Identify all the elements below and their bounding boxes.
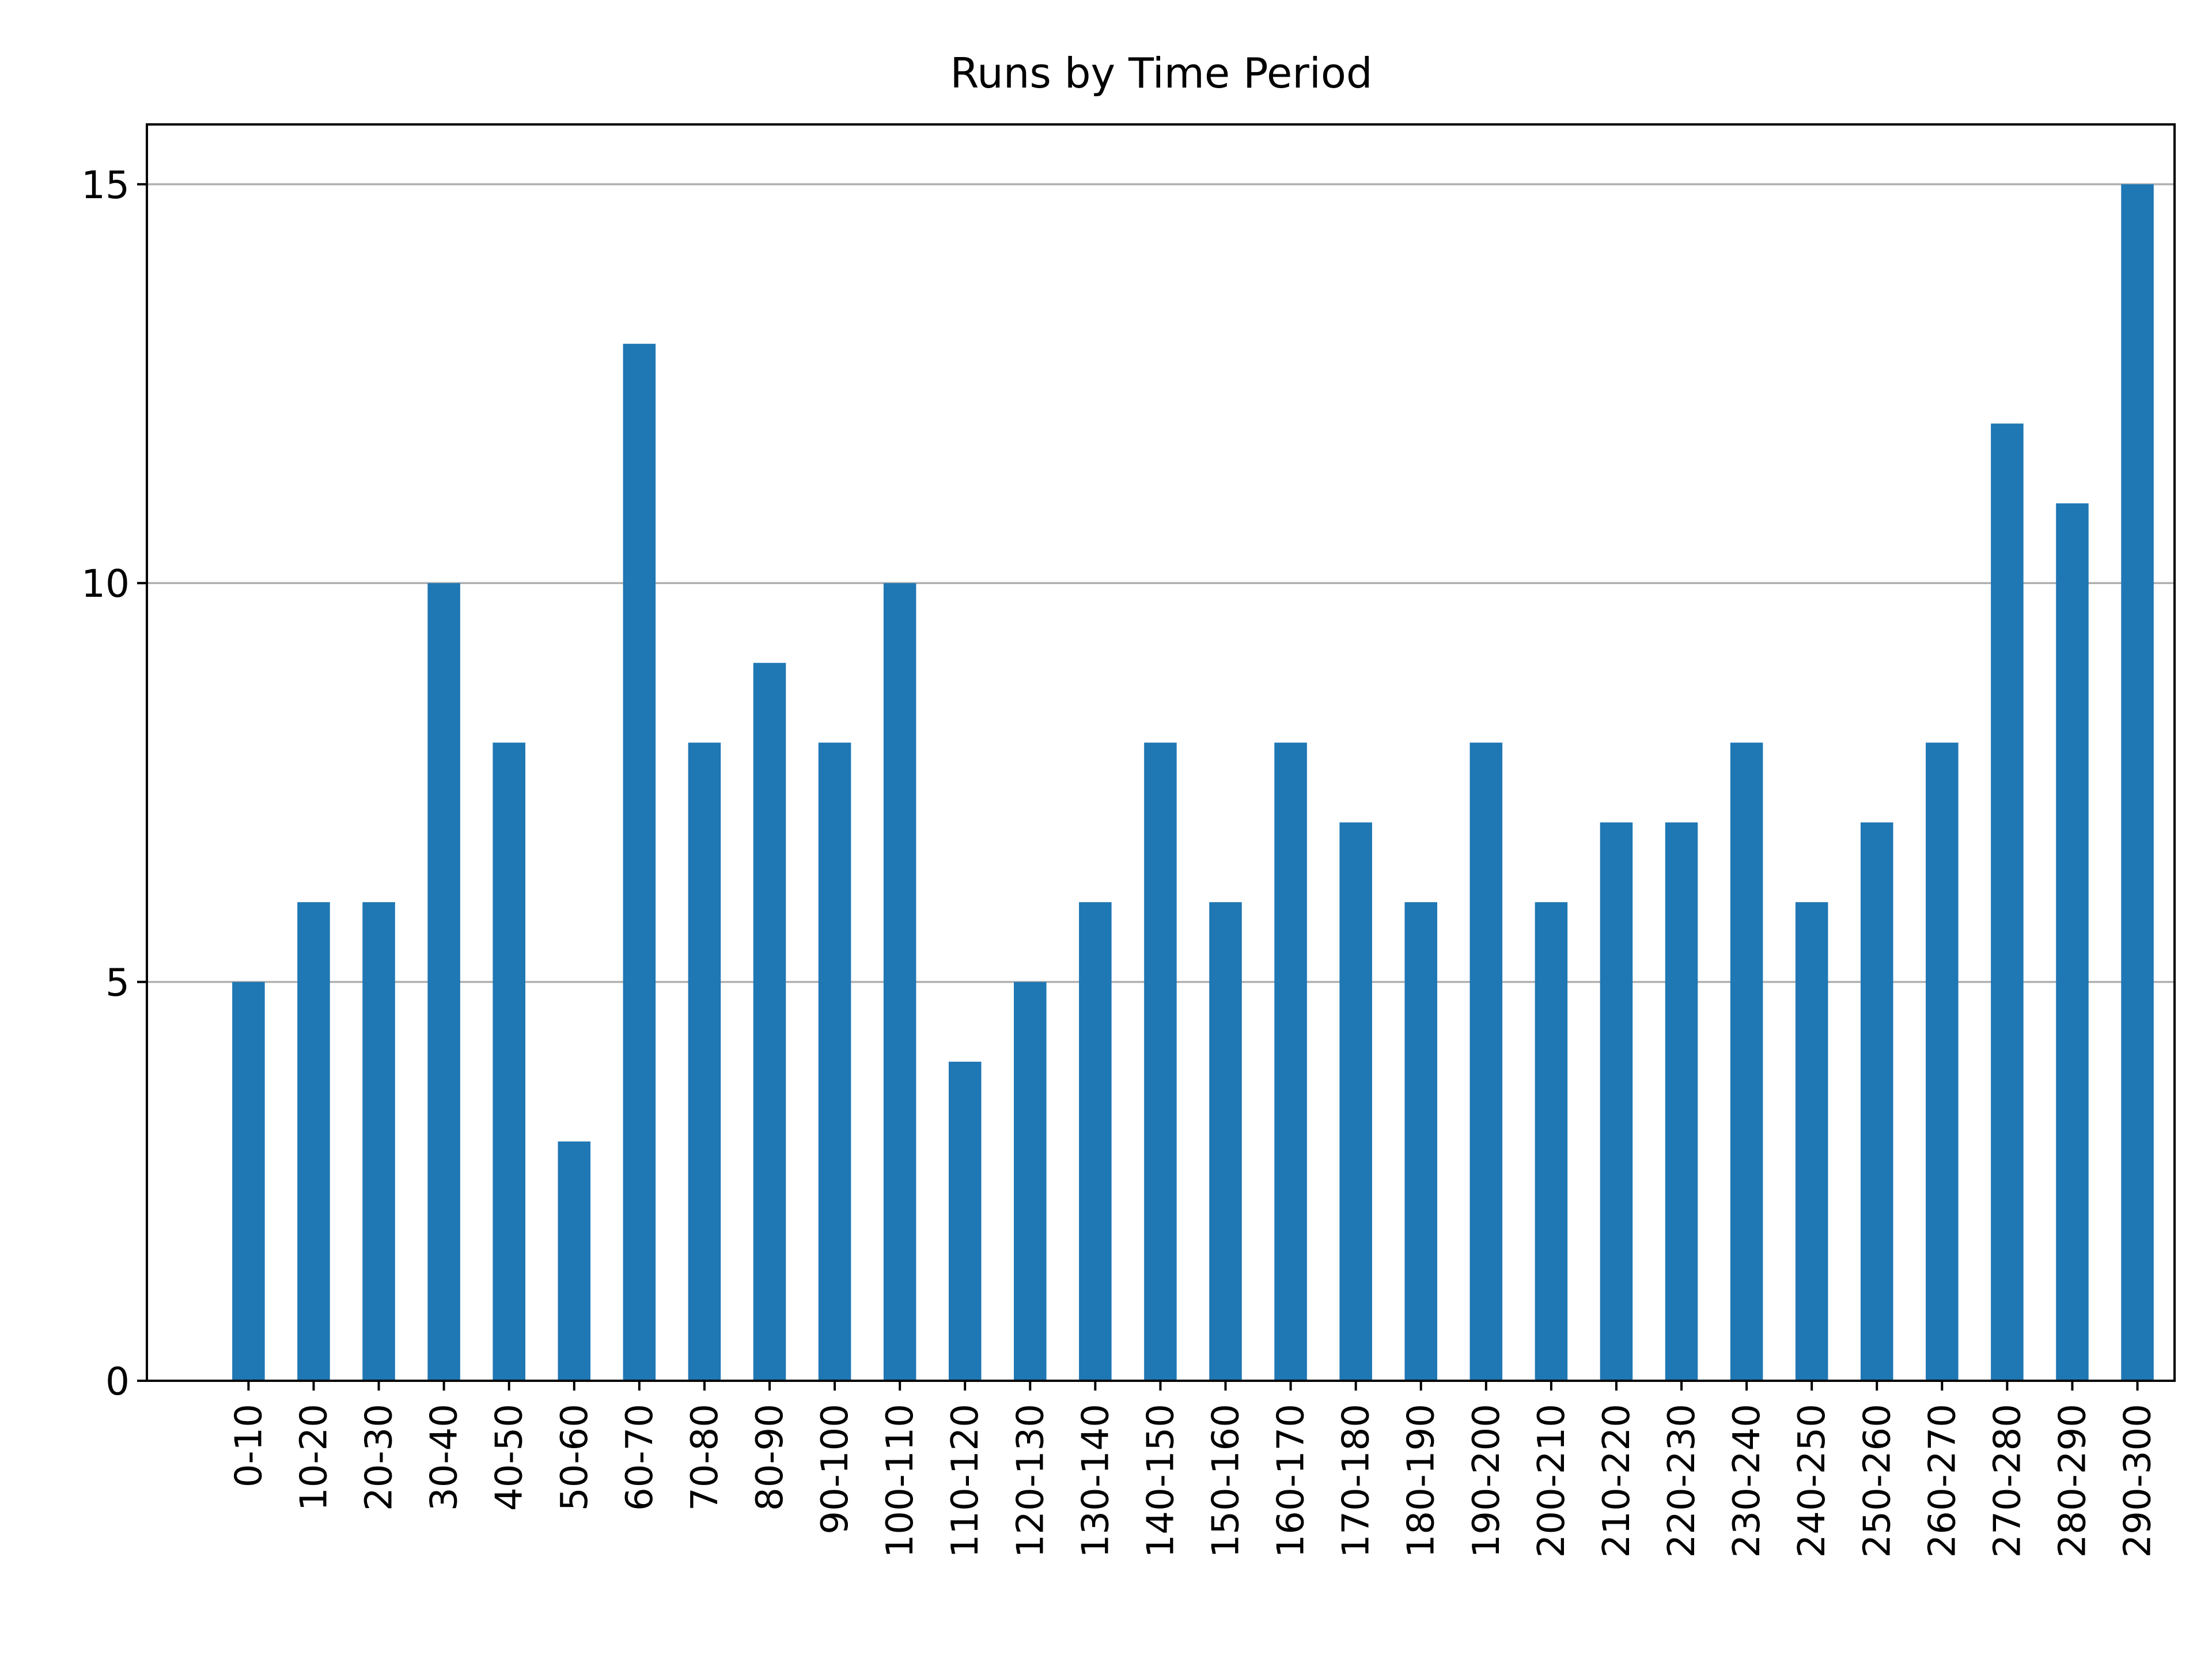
bar-190-200 (1469, 743, 1503, 1381)
x-tick-label: 130-140 (1074, 1404, 1117, 1558)
bar-170-180 (1339, 822, 1372, 1381)
x-tick-label: 60-70 (619, 1404, 661, 1511)
x-tick-label: 250-260 (1856, 1404, 1899, 1558)
x-tick-label: 0-10 (228, 1404, 270, 1487)
x-tick-label: 200-210 (1531, 1404, 1573, 1558)
y-axis-ticks: 0 5 10 15 (81, 163, 147, 1404)
x-tick-label: 110-120 (944, 1404, 987, 1558)
bar-50-60 (558, 1141, 591, 1381)
bar-110-120 (948, 1062, 982, 1381)
x-tick-label: 280-290 (2051, 1404, 2094, 1558)
bar-80-90 (753, 662, 786, 1381)
bar-250-260 (1860, 822, 1893, 1381)
x-tick-label: 220-230 (1661, 1404, 1703, 1558)
y-tick-label: 10 (81, 562, 130, 606)
x-tick-label: 260-270 (1921, 1404, 1964, 1558)
bar-130-140 (1079, 902, 1112, 1381)
y-tick-label: 15 (81, 163, 130, 207)
x-tick-label: 40-50 (488, 1404, 531, 1511)
bar-210-220 (1600, 822, 1633, 1381)
bar-260-270 (1926, 743, 1959, 1381)
bar-90-100 (818, 743, 851, 1381)
bar-220-230 (1665, 822, 1698, 1381)
y-tick-label: 5 (105, 961, 130, 1005)
x-tick-label: 30-40 (423, 1404, 466, 1511)
x-tick-label: 50-60 (554, 1404, 596, 1511)
y-tick-label: 0 (105, 1359, 130, 1404)
x-tick-label: 20-30 (358, 1404, 401, 1511)
bar-200-210 (1535, 902, 1568, 1381)
bar-40-50 (493, 743, 525, 1381)
bar-230-240 (1730, 743, 1763, 1381)
bar-30-40 (427, 583, 460, 1381)
x-tick-label: 150-160 (1205, 1404, 1248, 1558)
bar-70-80 (688, 743, 721, 1381)
chart-title: Runs by Time Period (950, 49, 1372, 97)
bar-290-300 (2121, 184, 2154, 1381)
x-tick-label: 190-200 (1465, 1404, 1508, 1558)
x-tick-label: 70-80 (684, 1404, 726, 1511)
bar-0-10 (232, 982, 265, 1381)
x-tick-label: 270-280 (1986, 1404, 2029, 1558)
bar-160-170 (1274, 743, 1307, 1381)
bar-180-190 (1404, 902, 1437, 1381)
x-tick-label: 180-190 (1400, 1404, 1443, 1558)
bars (232, 184, 2154, 1381)
x-axis-ticks: 0-10 10-20 20-30 30-40 40-50 50-60 60-70 70-80 8… (228, 1381, 2160, 1558)
bar-270-280 (1991, 423, 2024, 1381)
bar-20-30 (362, 902, 395, 1381)
x-tick-label: 140-150 (1139, 1404, 1182, 1558)
x-tick-label: 170-180 (1335, 1404, 1378, 1558)
bar-240-250 (1795, 902, 1828, 1381)
bar-60-70 (623, 343, 656, 1381)
x-tick-label: 290-300 (2117, 1404, 2160, 1558)
x-tick-label: 100-110 (879, 1404, 922, 1558)
bar-10-20 (297, 902, 330, 1381)
x-tick-label: 210-220 (1596, 1404, 1638, 1558)
x-tick-label: 230-240 (1726, 1404, 1768, 1558)
bar-150-160 (1209, 902, 1242, 1381)
bar-280-290 (2056, 503, 2089, 1381)
bar-140-150 (1144, 743, 1177, 1381)
bar-120-130 (1014, 982, 1047, 1381)
x-tick-label: 10-20 (293, 1404, 335, 1511)
x-tick-label: 240-250 (1791, 1404, 1834, 1558)
x-tick-label: 160-170 (1270, 1404, 1313, 1558)
bar-100-110 (883, 583, 916, 1381)
x-tick-label: 90-100 (814, 1404, 857, 1535)
x-tick-label: 80-90 (749, 1404, 791, 1511)
x-tick-label: 120-130 (1009, 1404, 1052, 1558)
